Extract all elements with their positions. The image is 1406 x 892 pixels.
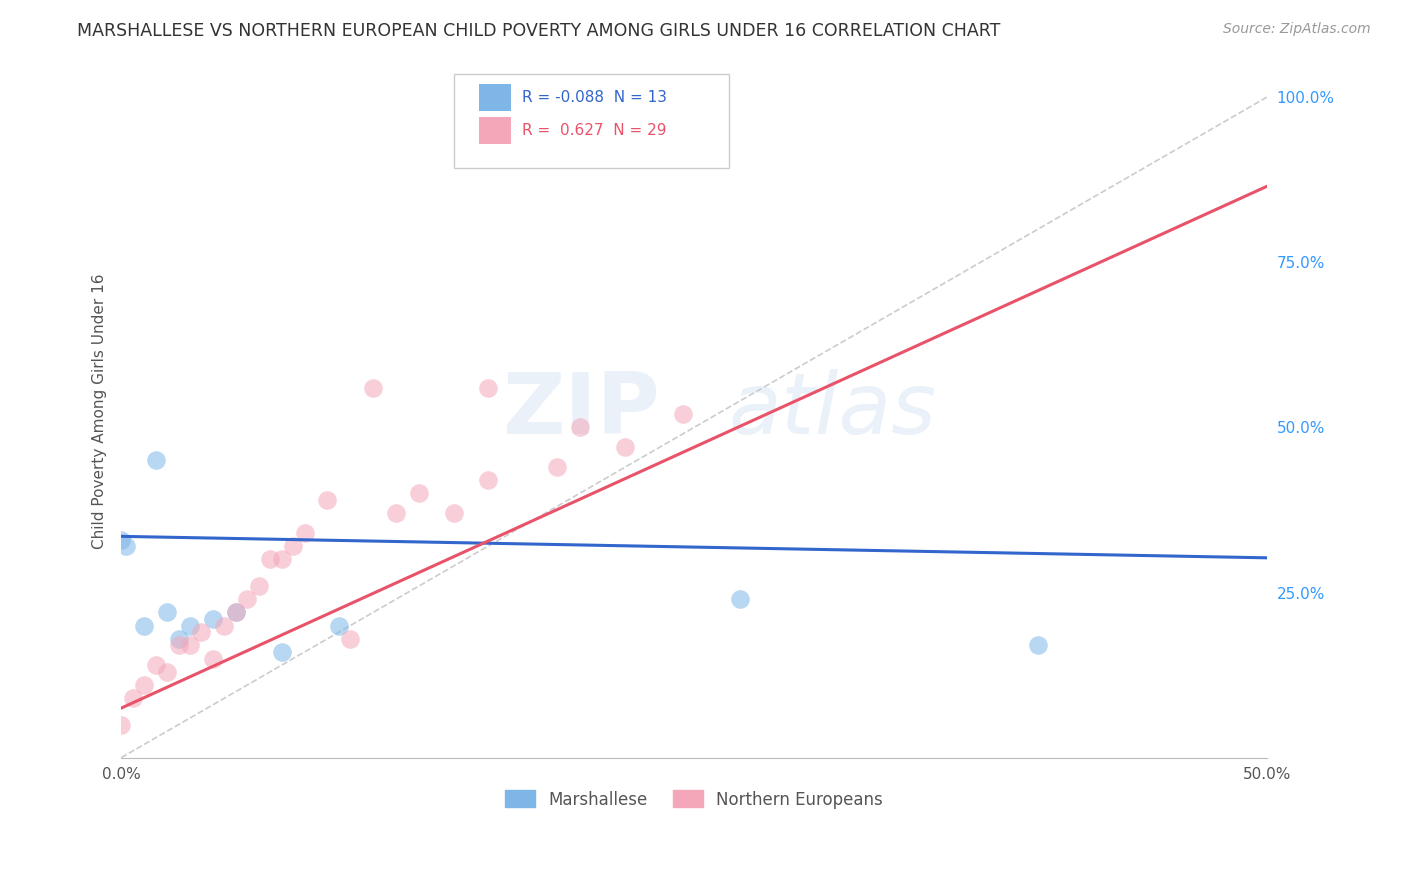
Point: [167, 632, 190, 646]
Point: [477, 381, 499, 395]
Point: [121, 691, 143, 706]
Point: [145, 453, 167, 467]
Point: [1026, 638, 1049, 652]
Point: [294, 526, 316, 541]
Point: [201, 651, 224, 665]
Point: [134, 618, 156, 632]
Point: [568, 420, 591, 434]
Point: [316, 493, 339, 508]
Point: [225, 605, 247, 619]
Y-axis label: Child Poverty Among Girls Under 16: Child Poverty Among Girls Under 16: [93, 273, 107, 549]
Point: [114, 539, 136, 553]
Point: [156, 665, 179, 679]
Point: [328, 618, 350, 632]
Point: [443, 506, 465, 520]
Point: [145, 658, 167, 673]
Text: R = -0.088  N = 13: R = -0.088 N = 13: [522, 90, 668, 105]
Point: [201, 612, 224, 626]
Text: R =  0.627  N = 29: R = 0.627 N = 29: [522, 123, 666, 138]
Point: [225, 605, 247, 619]
Bar: [478, 118, 510, 144]
Point: [167, 638, 190, 652]
Point: [281, 539, 304, 553]
Point: [408, 486, 430, 500]
Point: [134, 678, 156, 692]
Point: [614, 440, 637, 454]
Point: [179, 618, 201, 632]
Point: [339, 632, 361, 646]
Point: [270, 645, 292, 659]
Point: [385, 506, 408, 520]
Text: MARSHALLESE VS NORTHERN EUROPEAN CHILD POVERTY AMONG GIRLS UNDER 16 CORRELATION : MARSHALLESE VS NORTHERN EUROPEAN CHILD P…: [77, 22, 1001, 40]
Text: ZIP: ZIP: [502, 369, 659, 452]
Point: [477, 473, 499, 487]
Point: [247, 579, 270, 593]
Bar: [478, 84, 510, 111]
Point: [214, 618, 236, 632]
Point: [110, 533, 132, 547]
FancyBboxPatch shape: [454, 74, 728, 168]
Legend: Marshallese, Northern Europeans: Marshallese, Northern Europeans: [499, 784, 890, 815]
Point: [110, 717, 132, 731]
Point: [363, 381, 385, 395]
Point: [672, 407, 695, 421]
Point: [156, 605, 179, 619]
Point: [190, 625, 212, 640]
Point: [236, 592, 259, 607]
Point: [179, 638, 201, 652]
Text: Source: ZipAtlas.com: Source: ZipAtlas.com: [1223, 22, 1371, 37]
Point: [546, 460, 568, 475]
Point: [728, 592, 751, 607]
Text: atlas: atlas: [728, 369, 936, 452]
Point: [259, 552, 281, 566]
Point: [270, 552, 292, 566]
